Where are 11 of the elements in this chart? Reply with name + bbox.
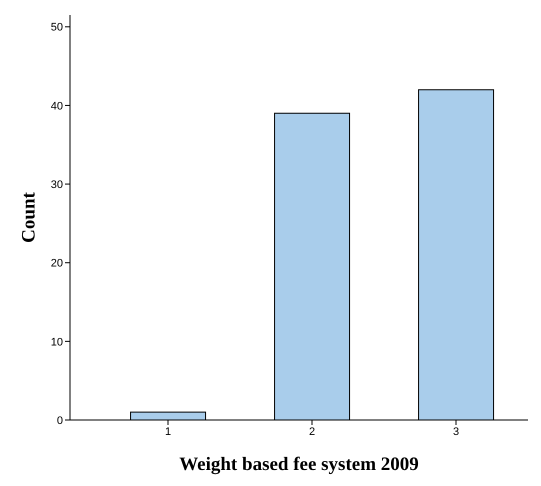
y-tick-label: 30 xyxy=(50,178,63,191)
x-tick-label: 1 xyxy=(164,426,172,438)
y-tick-label: 10 xyxy=(50,336,63,348)
y-tick-label: 0 xyxy=(56,414,63,427)
y-tick-label: 20 xyxy=(50,258,63,270)
y-tick-label: 40 xyxy=(50,100,63,112)
x-tick-label: 2 xyxy=(308,426,316,438)
x-tick-label: 3 xyxy=(452,426,460,438)
y-axis-title: Count xyxy=(18,191,40,243)
x-axis-title: Weight based fee system 2009 xyxy=(179,454,419,475)
y-tick-label: 50 xyxy=(50,22,63,34)
